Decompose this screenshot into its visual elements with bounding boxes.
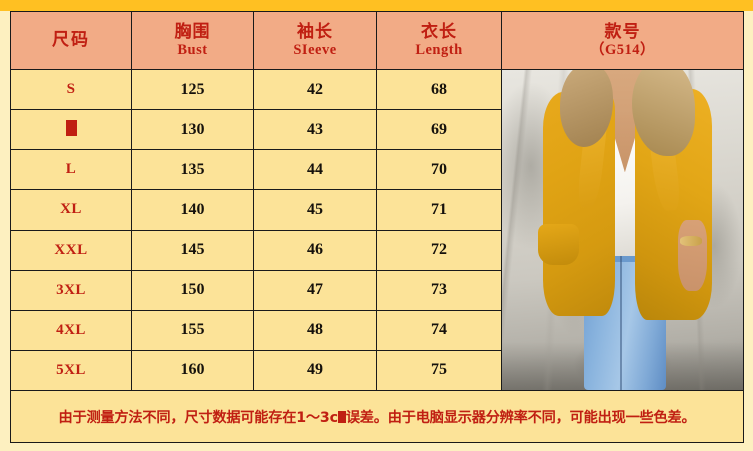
- cell-bust: 155: [131, 309, 254, 351]
- cell-size: L: [10, 149, 132, 191]
- header-sleeve-en: SIeeve: [293, 41, 337, 58]
- cell-sleeve: 46: [253, 229, 377, 271]
- disclaimer-row: 由于测量方法不同，尺寸数据可能存在1～3c 误差。由于电脑显示器分辨率不同，可能出…: [10, 390, 744, 443]
- cell-size: 4XL: [10, 309, 132, 351]
- cell-bust: 150: [131, 269, 254, 311]
- cell-length: 69: [376, 109, 502, 151]
- header-model-no-cn: 款号: [604, 21, 641, 42]
- cell-bust: 130: [131, 109, 254, 151]
- cell-length: 73: [376, 269, 502, 311]
- missing-glyph-icon: [65, 120, 77, 137]
- cell-length: 74: [376, 309, 502, 351]
- header-sleeve-cn: 袖长: [297, 21, 333, 42]
- cell-sleeve: 45: [253, 189, 377, 231]
- cell-length: 75: [376, 349, 502, 392]
- header-cell-sleeve: 袖长 SIeeve: [253, 11, 377, 70]
- photo-hair-left: [559, 70, 613, 147]
- header-cell-bust: 胸围 Bust: [131, 11, 254, 70]
- cell-size: XXL: [10, 229, 132, 271]
- header-bust-en: Bust: [177, 41, 208, 58]
- cell-bust: 135: [131, 149, 254, 191]
- missing-glyph-icon: [337, 410, 346, 423]
- cell-length: 71: [376, 189, 502, 231]
- size-chart-table: 尺码 胸围 Bust 袖长 SIeeve 衣长 Length 款号 （G514）: [10, 11, 744, 443]
- header-cell-model-no: 款号 （G514）: [501, 11, 744, 70]
- cell-size: S: [10, 68, 132, 111]
- table-row: S 125 42 68: [10, 68, 744, 391]
- cell-size: [10, 109, 132, 151]
- cell-sleeve: 49: [253, 349, 377, 392]
- header-bust-cn: 胸围: [174, 21, 211, 42]
- disclaimer-text: 由于测量方法不同，尺寸数据可能存在1～3c 误差。由于电脑显示器分辨率不同，可能出…: [11, 407, 743, 427]
- cell-bust: 125: [131, 68, 254, 111]
- table-header-row: 尺码 胸围 Bust 袖长 SIeeve 衣长 Length 款号 （G514）: [10, 11, 744, 70]
- cell-sleeve: 48: [253, 309, 377, 351]
- cell-length: 72: [376, 229, 502, 271]
- photo-cardigan-left-cuff: [538, 223, 580, 266]
- cell-size: 5XL: [10, 349, 132, 392]
- disclaimer-text-part2: 误差。由于电脑显示器分辨率不同，可能出现一些色差。: [345, 409, 696, 426]
- product-photo: [502, 70, 743, 390]
- cell-bust: 140: [131, 189, 254, 231]
- cell-bust: 160: [131, 349, 254, 392]
- photo-hair-right: [632, 70, 695, 157]
- cell-sleeve: 44: [253, 149, 377, 191]
- header-cell-size: 尺码: [10, 11, 132, 70]
- cell-sleeve: 43: [253, 109, 377, 151]
- table-row: 130 43 69: [10, 109, 744, 151]
- cell-bust: 145: [131, 229, 254, 271]
- photo-right-forearm: [677, 220, 707, 291]
- header-cell-length: 衣长 Length: [376, 11, 502, 70]
- header-length-cn: 衣长: [421, 21, 457, 42]
- disclaimer-text-part1: 由于测量方法不同，尺寸数据可能存在1～3c: [58, 409, 338, 426]
- cell-length: 68: [376, 68, 502, 111]
- photo-bracelet: [680, 236, 703, 246]
- cell-sleeve: 42: [253, 68, 377, 111]
- cell-sleeve: 47: [253, 269, 377, 311]
- photo-jeans-seam: [620, 249, 623, 390]
- header-model-no-code: （G514）: [589, 41, 656, 58]
- cell-size: 3XL: [10, 269, 132, 311]
- cell-length: 70: [376, 149, 502, 191]
- top-accent-bar: [0, 0, 753, 11]
- cell-size: XL: [10, 189, 132, 231]
- header-length-en: Length: [415, 41, 463, 58]
- header-size-cn: 尺码: [52, 29, 90, 50]
- product-photo-cell: [501, 69, 744, 391]
- disclaimer-cell: 由于测量方法不同，尺寸数据可能存在1～3c 误差。由于电脑显示器分辨率不同，可能出…: [10, 390, 744, 443]
